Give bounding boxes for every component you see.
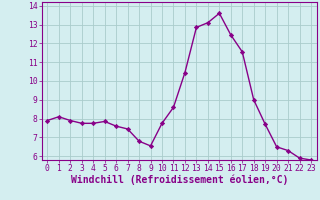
X-axis label: Windchill (Refroidissement éolien,°C): Windchill (Refroidissement éolien,°C) <box>70 175 288 185</box>
